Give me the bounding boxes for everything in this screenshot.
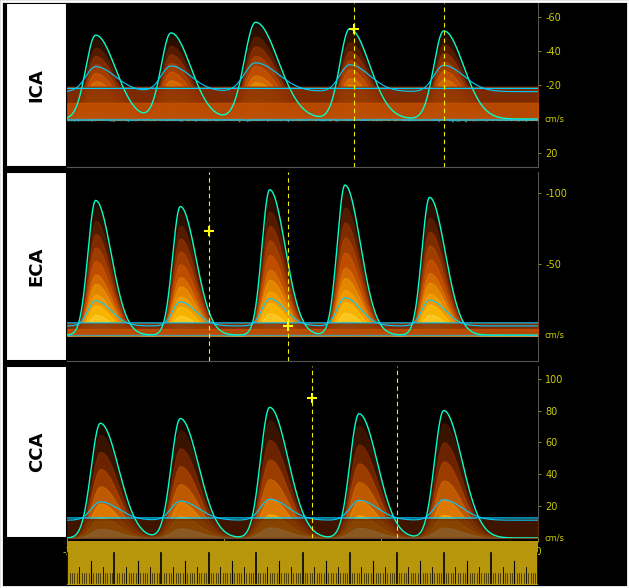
Text: cm/s: cm/s <box>545 330 565 340</box>
Text: ICA: ICA <box>28 68 46 102</box>
Text: CCA: CCA <box>28 432 46 472</box>
Text: cm/s: cm/s <box>545 115 565 123</box>
Text: ECA: ECA <box>28 247 46 286</box>
Text: cm/s: cm/s <box>545 533 565 543</box>
